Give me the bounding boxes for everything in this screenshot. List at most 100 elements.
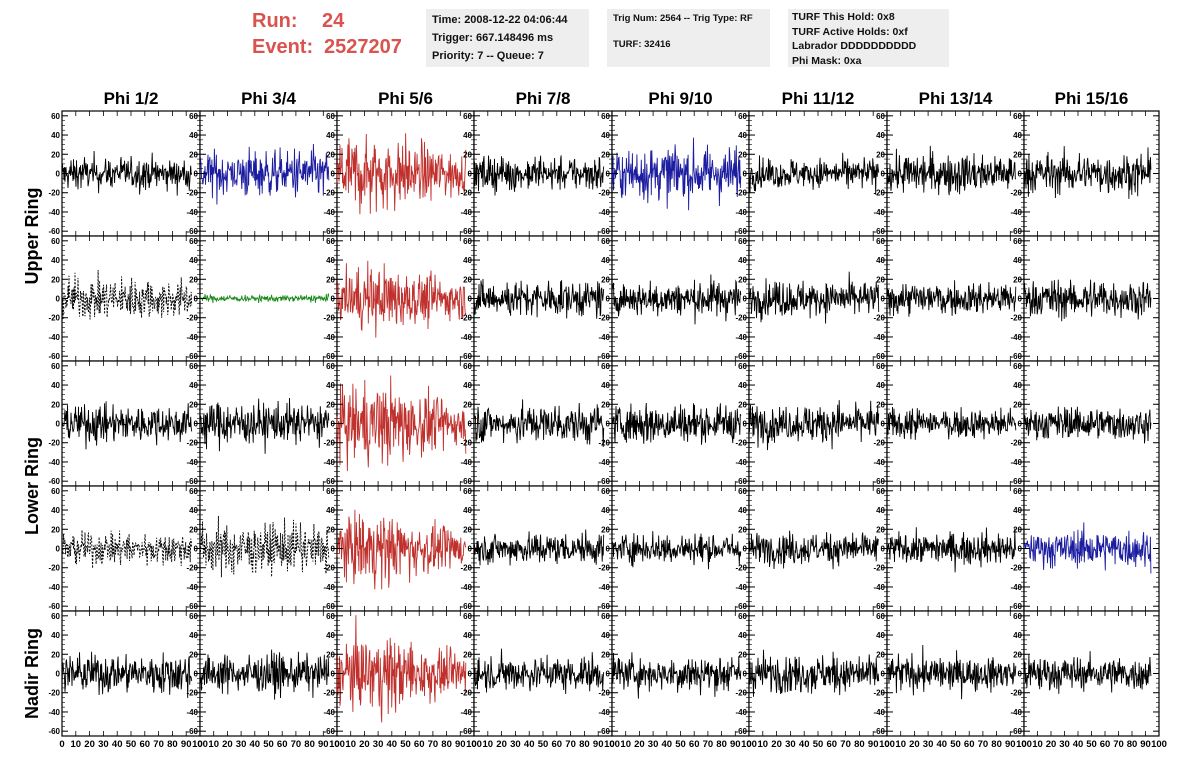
event-label: Event:	[252, 36, 314, 58]
waveform-series-line	[886, 145, 1017, 196]
column-header: Phi 15/16	[1055, 89, 1129, 108]
x-tick-label: 80	[854, 739, 865, 750]
y-tick-label: -40	[873, 583, 885, 592]
x-tick-label: 40	[387, 739, 398, 750]
y-tick-label: 40	[51, 256, 60, 265]
y-tick-label: 20	[51, 150, 60, 159]
y-tick-label: 60	[601, 362, 610, 371]
column-header: Phi 13/14	[919, 89, 993, 108]
waveform-cell: -60 -40 -20 0 20 40 60	[323, 485, 475, 612]
y-tick-label: 40	[463, 256, 472, 265]
waveform-series-line	[336, 133, 467, 215]
x-tick-label: 0	[746, 739, 751, 750]
y-tick-label: 60	[189, 612, 198, 621]
y-tick-label: 40	[463, 131, 472, 140]
y-tick-label: 20	[463, 150, 472, 159]
y-tick-label: -20	[323, 189, 335, 198]
x-tick-label: 30	[785, 739, 796, 750]
y-tick-label: -20	[48, 689, 60, 698]
y-tick-label: -40	[48, 208, 60, 217]
x-tick-label: 70	[840, 739, 851, 750]
x-tick-label: 100	[192, 739, 208, 750]
y-tick-label: -60	[186, 602, 198, 611]
waveform-series-line	[61, 401, 193, 450]
y-tick-label: -60	[598, 477, 610, 486]
waveform-cell: -60 -40 -20 0 20 40 60	[460, 360, 613, 487]
y-tick-label: 20	[738, 650, 747, 659]
column-header: Phi 11/12	[782, 89, 855, 108]
y-tick-label: 0	[1018, 170, 1023, 179]
y-tick-label: 0	[881, 295, 886, 304]
y-tick-label: 60	[601, 112, 610, 121]
y-tick-label: -20	[48, 439, 60, 448]
waveform-series-line	[473, 399, 605, 448]
waveform-cell: -60 -40 -20 0 20 40 60	[186, 235, 338, 362]
run-event-header: Run: 24 Event: 2527207	[252, 8, 402, 60]
y-tick-label: 0	[606, 170, 611, 179]
ring-label: Lower Ring	[22, 437, 42, 535]
y-tick-label: 20	[326, 150, 335, 159]
waveform-cell: -60 -40 -20 0 20 40 60	[735, 110, 888, 237]
trigger-info-box: Trig Num: 2564 -- Trig Type: RF TURF: 32…	[607, 9, 770, 67]
y-tick-label: -60	[873, 227, 885, 236]
waveform-cell: -60 -40 -20 0 20 40 60	[735, 235, 888, 362]
trig-num-text: Trig Num: 2564 -- Trig Type: RF	[613, 13, 753, 24]
y-tick-label: -20	[598, 189, 610, 198]
y-tick-label: -60	[873, 477, 885, 486]
y-tick-label: 0	[468, 170, 473, 179]
x-tick-label: 100	[329, 739, 345, 750]
y-tick-label: -20	[735, 314, 747, 323]
y-tick-label: 40	[1013, 256, 1022, 265]
y-tick-label: -20	[460, 314, 472, 323]
waveform-cell: -60 -40 -20 0 20 40 60	[460, 485, 613, 612]
x-tick-label: 60	[964, 739, 975, 750]
y-tick-label: 60	[738, 112, 747, 121]
y-tick-label: 0	[194, 170, 199, 179]
y-tick-label: -40	[186, 208, 198, 217]
waveform-cell: -60 -40 -20 0 20 40 60	[598, 110, 750, 237]
y-tick-label: 60	[189, 237, 198, 246]
time-text: Time: 2008-12-22 04:06:44	[432, 14, 568, 26]
x-tick-label: 40	[662, 739, 673, 750]
y-tick-label: 20	[51, 650, 60, 659]
y-tick-label: 40	[876, 131, 885, 140]
ring-label: Nadir Ring	[22, 628, 42, 719]
y-tick-label: -60	[48, 477, 60, 486]
x-tick-label: 20	[359, 739, 370, 750]
y-tick-label: -40	[323, 708, 335, 717]
y-tick-label: 20	[601, 650, 610, 659]
y-tick-label: 40	[876, 631, 885, 640]
x-tick-label: 100	[1016, 739, 1032, 750]
y-tick-label: -60	[1010, 352, 1022, 361]
waveform-series-line	[748, 530, 880, 570]
y-tick-label: -40	[460, 583, 472, 592]
waveform-cell: -60 -40 -20 0 20 40 60	[735, 485, 888, 612]
y-tick-label: 0	[468, 295, 473, 304]
y-tick-label: -20	[873, 314, 885, 323]
y-tick-label: 40	[51, 131, 60, 140]
y-tick-label: -40	[735, 708, 747, 717]
y-tick-label: -60	[1010, 602, 1022, 611]
x-tick-label: 50	[813, 739, 824, 750]
x-tick-label: 100	[741, 739, 757, 750]
y-tick-label: -60	[598, 602, 610, 611]
y-tick-label: -60	[323, 602, 335, 611]
y-tick-label: 40	[738, 131, 747, 140]
y-tick-label: 0	[194, 420, 199, 429]
y-tick-label: 0	[56, 545, 61, 554]
y-tick-label: -60	[323, 227, 335, 236]
y-tick-label: -40	[1010, 458, 1022, 467]
waveform-cell: -60 -40 -20 0 20 40 60	[1010, 610, 1160, 737]
x-tick-label: 20	[1046, 739, 1057, 750]
y-tick-label: -20	[323, 689, 335, 698]
y-tick-label: 0	[56, 170, 61, 179]
y-tick-label: 40	[463, 381, 472, 390]
waveform-series-line	[611, 274, 742, 325]
waveform-cell: -60 -40 -20 0 20 40 60	[186, 485, 338, 612]
y-tick-label: -40	[1010, 583, 1022, 592]
waveform-cell: -60 -40 -20 0 20 40 60	[598, 360, 750, 487]
waveform-cell: -60 -40 -20 0 20 40 60	[873, 110, 1025, 237]
y-tick-label: 20	[876, 525, 885, 534]
waveform-series-line	[1023, 522, 1152, 574]
x-tick-label: 60	[827, 739, 838, 750]
